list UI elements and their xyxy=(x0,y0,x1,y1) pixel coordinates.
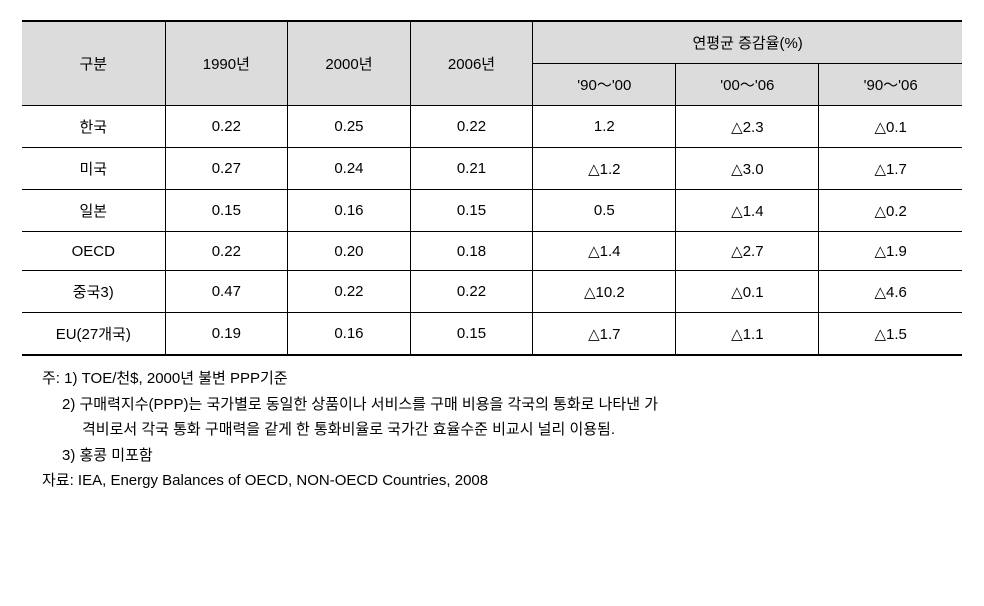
cell-period1: 1.2 xyxy=(533,106,676,148)
table-row: 일본0.150.160.150.5△1.4△0.2 xyxy=(22,190,962,232)
table-row: EU(27개국)0.190.160.15△1.7△1.1△1.5 xyxy=(22,313,962,356)
cell-period3: △0.2 xyxy=(819,190,962,232)
note-1: 주: 1) TOE/천$, 2000년 불변 PPP기준 xyxy=(22,366,962,392)
cell-2006: 0.18 xyxy=(410,232,533,271)
notes-prefix: 주: xyxy=(42,370,60,387)
table-header: 구분 1990년 2000년 2006년 연평균 증감율(%) '90～'00 … xyxy=(22,21,962,106)
cell-2006: 0.22 xyxy=(410,106,533,148)
cell-2006: 0.22 xyxy=(410,271,533,313)
cell-2000: 0.25 xyxy=(288,106,411,148)
note-2-line2: 격비로서 각국 통화 구매력을 같게 한 통화비율로 국가간 효율수준 비교시 … xyxy=(22,417,962,443)
table-row: OECD0.220.200.18△1.4△2.7△1.9 xyxy=(22,232,962,271)
cell-1990: 0.19 xyxy=(165,313,288,356)
cell-1990: 0.22 xyxy=(165,106,288,148)
notes-section: 주: 1) TOE/천$, 2000년 불변 PPP기준 2) 구매력지수(PP… xyxy=(22,366,962,494)
cell-1990: 0.22 xyxy=(165,232,288,271)
header-period2: '00～'06 xyxy=(676,64,819,106)
header-2006: 2006년 xyxy=(410,21,533,106)
cell-period3: △1.7 xyxy=(819,148,962,190)
row-label: 미국 xyxy=(22,148,165,190)
table-row: 미국0.270.240.21△1.2△3.0△1.7 xyxy=(22,148,962,190)
table-row: 한국0.220.250.221.2△2.3△0.1 xyxy=(22,106,962,148)
note-3: 3) 홍콩 미포함 xyxy=(22,443,962,469)
row-label: 중국3) xyxy=(22,271,165,313)
cell-2000: 0.16 xyxy=(288,190,411,232)
cell-period2: △2.3 xyxy=(676,106,819,148)
cell-period2: △3.0 xyxy=(676,148,819,190)
note-2-line1: 2) 구매력지수(PPP)는 국가별로 동일한 상품이나 서비스를 구매 비용을… xyxy=(22,392,962,418)
cell-period2: △1.1 xyxy=(676,313,819,356)
cell-period2: △0.1 xyxy=(676,271,819,313)
cell-1990: 0.47 xyxy=(165,271,288,313)
cell-2006: 0.21 xyxy=(410,148,533,190)
row-label: EU(27개국) xyxy=(22,313,165,356)
cell-period3: △1.9 xyxy=(819,232,962,271)
cell-period2: △2.7 xyxy=(676,232,819,271)
cell-period3: △1.5 xyxy=(819,313,962,356)
cell-period1: △1.2 xyxy=(533,148,676,190)
cell-period3: △4.6 xyxy=(819,271,962,313)
note-1-text: 1) TOE/천$, 2000년 불변 PPP기준 xyxy=(64,370,287,387)
table-body: 한국0.220.250.221.2△2.3△0.1미국0.270.240.21△… xyxy=(22,106,962,356)
cell-period1: △1.7 xyxy=(533,313,676,356)
header-1990: 1990년 xyxy=(165,21,288,106)
row-label: 한국 xyxy=(22,106,165,148)
cell-2000: 0.24 xyxy=(288,148,411,190)
row-label: OECD xyxy=(22,232,165,271)
cell-2006: 0.15 xyxy=(410,190,533,232)
cell-period2: △1.4 xyxy=(676,190,819,232)
cell-1990: 0.27 xyxy=(165,148,288,190)
cell-period1: △10.2 xyxy=(533,271,676,313)
cell-period3: △0.1 xyxy=(819,106,962,148)
header-period1: '90～'00 xyxy=(533,64,676,106)
cell-2000: 0.22 xyxy=(288,271,411,313)
header-period3: '90～'06 xyxy=(819,64,962,106)
cell-2006: 0.15 xyxy=(410,313,533,356)
data-table: 구분 1990년 2000년 2006년 연평균 증감율(%) '90～'00 … xyxy=(22,20,962,356)
row-label: 일본 xyxy=(22,190,165,232)
cell-2000: 0.16 xyxy=(288,313,411,356)
cell-1990: 0.15 xyxy=(165,190,288,232)
source-line: 자료: IEA, Energy Balances of OECD, NON-OE… xyxy=(22,468,962,494)
table-row: 중국3)0.470.220.22△10.2△0.1△4.6 xyxy=(22,271,962,313)
header-2000: 2000년 xyxy=(288,21,411,106)
header-avg-rate: 연평균 증감율(%) xyxy=(533,21,962,64)
cell-2000: 0.20 xyxy=(288,232,411,271)
header-category: 구분 xyxy=(22,21,165,106)
cell-period1: 0.5 xyxy=(533,190,676,232)
cell-period1: △1.4 xyxy=(533,232,676,271)
